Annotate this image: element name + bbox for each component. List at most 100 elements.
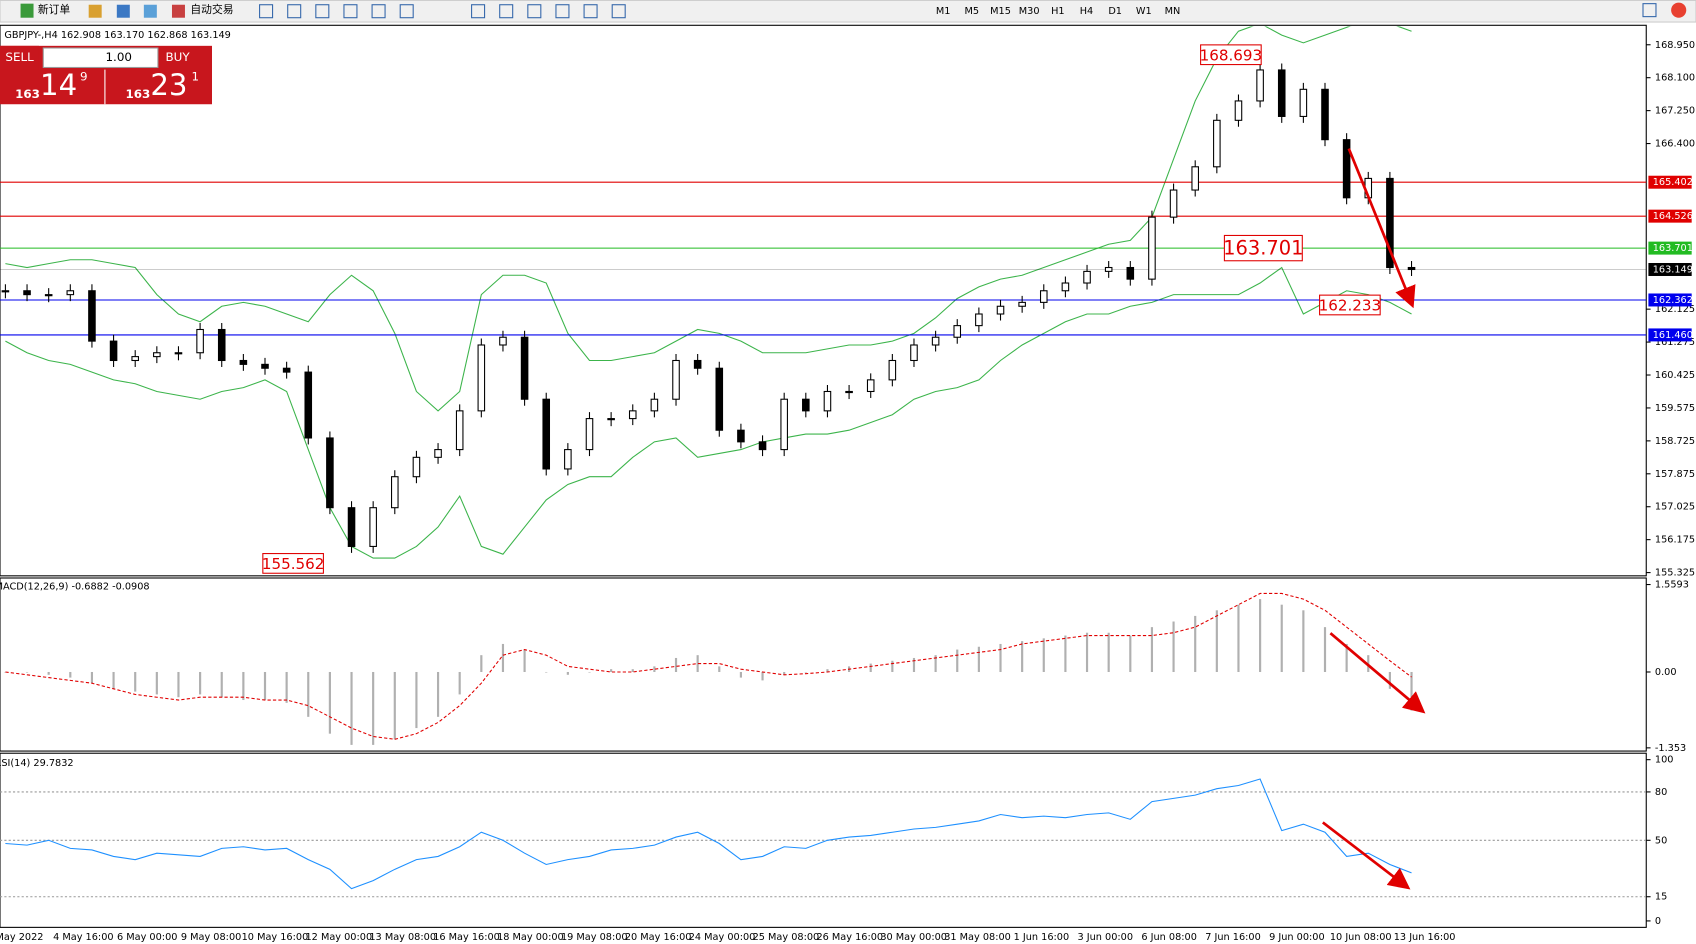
y-tick-label: 1.5593 <box>1655 580 1689 591</box>
y-tick-label: 166.400 <box>1655 139 1695 150</box>
main-panel <box>0 24 1647 577</box>
band-lower <box>5 266 1412 559</box>
search-icon[interactable] <box>1642 3 1657 18</box>
y-tick-label: 168.950 <box>1655 40 1695 51</box>
price-annotation-box <box>262 553 324 574</box>
candle <box>499 336 507 346</box>
level-label: 163.149 <box>1653 264 1693 275</box>
sell-label[interactable]: SELL <box>5 50 34 64</box>
x-tick-label: 4 May 16:00 <box>53 932 113 943</box>
tool-icon[interactable] <box>116 4 130 18</box>
macd-bar <box>415 671 418 729</box>
candle <box>88 290 96 342</box>
timeframe[interactable]: M15 <box>990 6 1011 17</box>
macd-bar <box>112 671 115 689</box>
y-tick-label: 157.875 <box>1655 469 1695 480</box>
timeframe[interactable]: M30 <box>1019 6 1040 17</box>
tool-icon[interactable] <box>527 4 542 19</box>
tool-icon[interactable] <box>259 4 274 19</box>
candle <box>737 429 745 443</box>
lot-input[interactable] <box>42 47 159 69</box>
macd-bar <box>1194 615 1197 672</box>
tool-icon[interactable] <box>315 4 330 19</box>
tool-icon[interactable] <box>471 4 486 19</box>
candle <box>607 418 615 421</box>
sell-price-big[interactable]: 163 <box>15 87 40 101</box>
timeframe[interactable]: M1 <box>936 6 951 17</box>
tool-icon[interactable] <box>399 4 414 19</box>
candle <box>174 352 183 355</box>
candle <box>910 344 918 362</box>
x-tick-label: 30 May 00:00 <box>880 932 947 943</box>
tool-icon[interactable] <box>88 4 102 18</box>
candle <box>1213 119 1221 168</box>
tool-icon[interactable] <box>555 4 570 19</box>
candle <box>672 359 680 400</box>
candle <box>1342 139 1351 199</box>
price-annotation: 162.233 <box>1319 297 1382 315</box>
candle <box>1407 266 1416 271</box>
level-tag <box>1648 263 1692 276</box>
macd-bar <box>566 671 569 675</box>
macd-bar <box>199 671 202 695</box>
timeframe[interactable]: W1 <box>1136 6 1152 17</box>
alert-icon[interactable] <box>1671 2 1687 18</box>
tool-icon[interactable] <box>611 4 626 19</box>
macd-bar <box>588 671 591 673</box>
buy-price-mid[interactable]: 23 <box>150 68 187 102</box>
level-tag <box>1648 241 1692 255</box>
macd-bar <box>25 671 29 673</box>
new-order[interactable]: 新订单 <box>38 2 71 16</box>
buy-price-big[interactable]: 163 <box>125 87 150 101</box>
candle <box>477 344 486 412</box>
x-tick-label: 12 May 00:00 <box>305 932 372 943</box>
x-tick-label: 6 Jun 08:00 <box>1141 932 1197 943</box>
candle <box>823 390 832 412</box>
tool-icon[interactable] <box>343 4 358 19</box>
candle <box>1321 88 1329 141</box>
candle <box>109 340 118 362</box>
y-tick-label: 156.175 <box>1655 535 1695 546</box>
new-order-icon[interactable] <box>20 3 34 18</box>
trend-arrows <box>1322 148 1426 890</box>
macd-bar <box>1021 641 1024 672</box>
macd-bar <box>1085 632 1089 672</box>
macd-bar <box>480 655 483 672</box>
tool-icon[interactable] <box>499 4 514 19</box>
tool-icon[interactable] <box>143 4 157 18</box>
sell-price-sup[interactable]: 9 <box>80 70 88 84</box>
candle <box>261 363 269 369</box>
candle <box>455 410 464 451</box>
x-tick-label: 10 May 16:00 <box>242 932 309 943</box>
x-tick-label: 13 May 08:00 <box>369 932 436 943</box>
x-tick-label: 13 Jun 16:00 <box>1394 932 1456 943</box>
candle <box>196 328 204 354</box>
buy-price-sup[interactable]: 1 <box>191 70 199 84</box>
tool-icon[interactable] <box>583 4 598 19</box>
auto-trade-icon[interactable] <box>171 4 185 18</box>
candle <box>866 379 875 393</box>
rsi-line <box>5 778 1412 890</box>
macd-bar <box>1064 635 1067 672</box>
lot-value[interactable]: 1.00 <box>106 50 132 64</box>
timeframe[interactable]: H4 <box>1080 6 1094 17</box>
candle <box>1039 290 1048 303</box>
macd-bar <box>999 643 1002 672</box>
macd-bar <box>134 671 137 692</box>
candle <box>1191 166 1199 191</box>
level-label: 163.701 <box>1653 243 1693 254</box>
timeframe[interactable]: MN <box>1165 6 1181 17</box>
auto-trade[interactable]: 自动交易 <box>190 2 233 16</box>
tool-icon[interactable] <box>371 4 386 19</box>
sell-price-mid[interactable]: 14 <box>40 68 77 102</box>
timeframe[interactable]: M5 <box>965 6 980 17</box>
timeframe[interactable]: H1 <box>1051 6 1065 17</box>
macd-bar <box>47 671 50 675</box>
sell-button[interactable] <box>0 45 39 70</box>
tool-icon[interactable] <box>287 4 302 19</box>
y-tick-label: -1.353 <box>1655 743 1686 754</box>
timeframe[interactable]: D1 <box>1108 6 1122 17</box>
candle <box>802 398 810 412</box>
buy-label[interactable]: BUY <box>165 50 190 64</box>
y-tick-label: 155.325 <box>1655 568 1695 579</box>
